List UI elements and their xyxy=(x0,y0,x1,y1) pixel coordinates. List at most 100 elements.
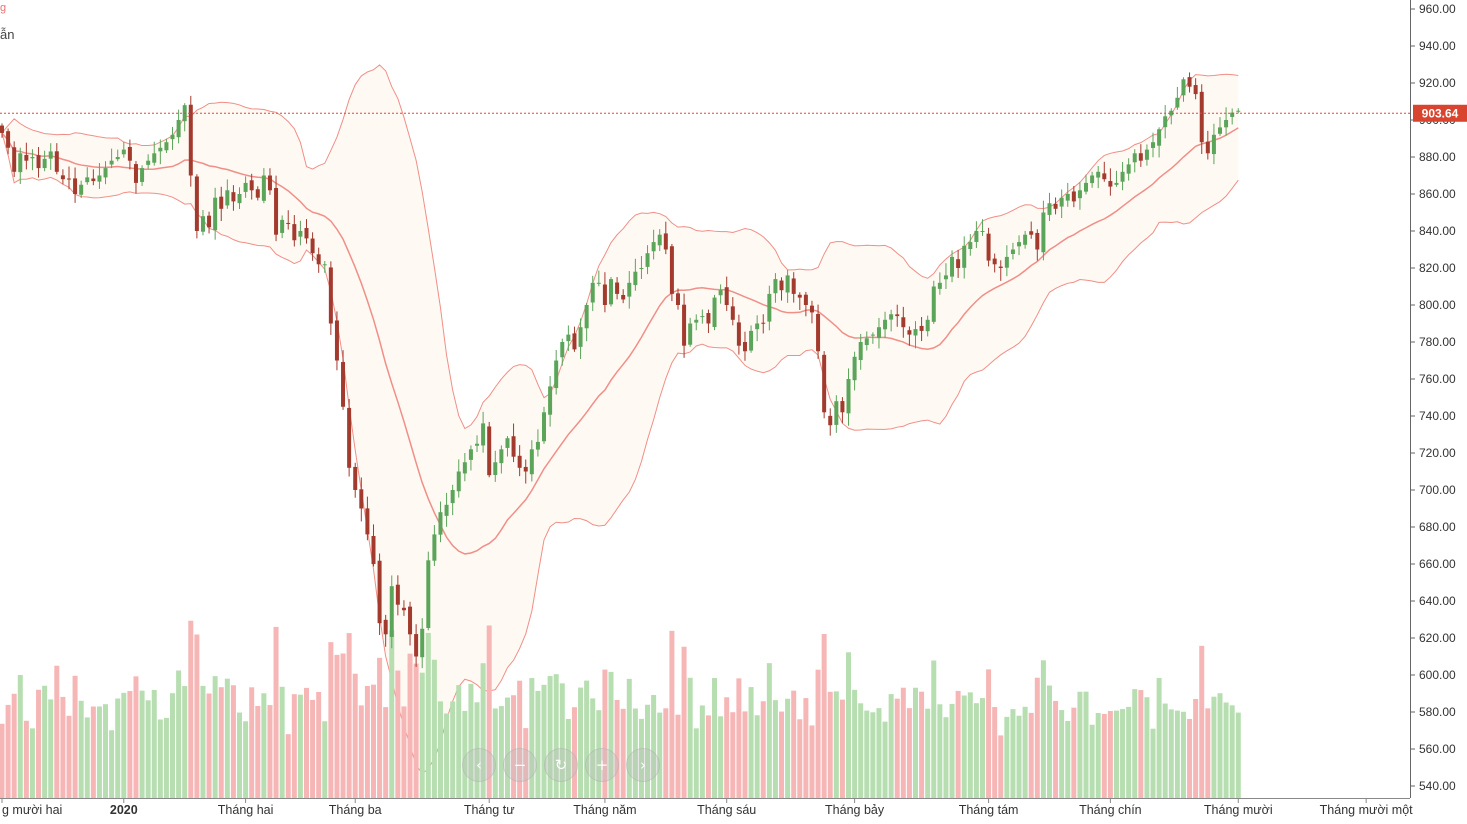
bb-upper xyxy=(1,64,1239,430)
volume-bar xyxy=(559,683,565,798)
volume-bar xyxy=(809,725,815,798)
candle-body xyxy=(609,279,613,305)
candle xyxy=(54,143,59,175)
candle-body xyxy=(1218,127,1222,134)
candle-body xyxy=(511,436,516,457)
candle xyxy=(48,143,53,170)
volume-bar xyxy=(11,693,17,798)
candle xyxy=(225,179,230,209)
volume-bar xyxy=(529,678,535,798)
reset-icon[interactable]: ↻ xyxy=(544,748,578,782)
candle-body xyxy=(797,294,802,298)
volume-bar xyxy=(498,706,504,798)
candle-body xyxy=(663,233,668,250)
candle xyxy=(1181,77,1186,102)
candle xyxy=(1211,123,1216,165)
candle-body xyxy=(1181,79,1186,96)
candle xyxy=(785,269,790,303)
volume-bar xyxy=(334,654,340,798)
candle-body xyxy=(383,619,388,635)
candle-body xyxy=(554,360,559,389)
candle xyxy=(584,302,589,342)
candle xyxy=(1218,117,1222,136)
candle xyxy=(158,139,163,165)
candle-body xyxy=(919,325,924,331)
candle xyxy=(444,492,449,527)
candle-body xyxy=(438,512,443,535)
plus-icon[interactable]: + xyxy=(585,748,619,782)
candle xyxy=(578,318,583,359)
volume-bar xyxy=(900,687,906,798)
candle-body xyxy=(18,153,23,173)
volume-bar xyxy=(1028,712,1034,798)
volume-bar xyxy=(285,734,291,798)
candle xyxy=(389,575,394,649)
candle-body xyxy=(1096,171,1101,178)
candle-body xyxy=(901,317,906,328)
candle xyxy=(919,317,924,342)
chevron-left-icon[interactable]: ‹ xyxy=(462,748,496,782)
volume-bar xyxy=(103,704,109,798)
volume-bar xyxy=(699,705,705,798)
candle-body xyxy=(121,149,126,155)
candle xyxy=(950,250,955,283)
candle-body xyxy=(803,294,808,305)
candle-body xyxy=(481,423,486,446)
candle xyxy=(91,169,96,186)
volume-bar xyxy=(1101,713,1107,798)
candle-body xyxy=(389,586,394,637)
candle-body xyxy=(712,297,717,327)
candle-body xyxy=(523,466,528,472)
candle xyxy=(974,221,979,249)
volume-bar xyxy=(1229,705,1235,798)
volume-bar xyxy=(133,676,139,798)
candle xyxy=(146,154,151,169)
candle xyxy=(1120,161,1125,191)
volume-bar xyxy=(846,652,852,798)
candle xyxy=(140,165,145,186)
candle-body xyxy=(414,634,419,657)
candle-body xyxy=(322,264,327,266)
candle-body xyxy=(1053,203,1058,209)
volume-bar xyxy=(535,690,541,798)
candle xyxy=(481,411,486,453)
minus-icon[interactable]: − xyxy=(503,748,537,782)
candle-body xyxy=(1041,212,1046,253)
candle xyxy=(761,314,766,334)
volume-bar xyxy=(571,707,577,798)
volume-bar xyxy=(620,708,626,798)
candle xyxy=(36,146,41,178)
volume-bar xyxy=(17,675,23,798)
candle-body xyxy=(24,154,29,161)
volume-bar xyxy=(906,708,912,798)
candle-body xyxy=(1004,256,1009,268)
candle-body xyxy=(280,219,285,233)
candle xyxy=(200,209,205,236)
candle-body xyxy=(566,334,571,342)
volume-bar xyxy=(742,711,748,798)
candle-body xyxy=(30,157,35,159)
candle-body xyxy=(621,294,626,300)
volume-bar xyxy=(949,703,955,798)
candle-body xyxy=(962,245,967,268)
volume-bar xyxy=(772,700,778,798)
volume-bar xyxy=(1180,711,1186,798)
candle xyxy=(213,187,218,240)
candle xyxy=(1102,161,1107,182)
volume-bar xyxy=(979,698,985,798)
volume-bar xyxy=(864,710,870,798)
candle-body xyxy=(310,238,315,254)
chevron-right-icon[interactable]: › xyxy=(626,748,660,782)
candle xyxy=(274,175,279,242)
candle xyxy=(675,288,680,310)
volume-bar xyxy=(255,705,261,798)
candle xyxy=(347,399,352,477)
candle xyxy=(194,174,199,239)
candle xyxy=(292,215,297,247)
volume-bar xyxy=(1132,689,1138,798)
volume-bar xyxy=(66,715,72,798)
x-tick-label: Tháng ba xyxy=(329,803,382,817)
candle xyxy=(115,149,120,162)
candle-body xyxy=(468,449,473,460)
